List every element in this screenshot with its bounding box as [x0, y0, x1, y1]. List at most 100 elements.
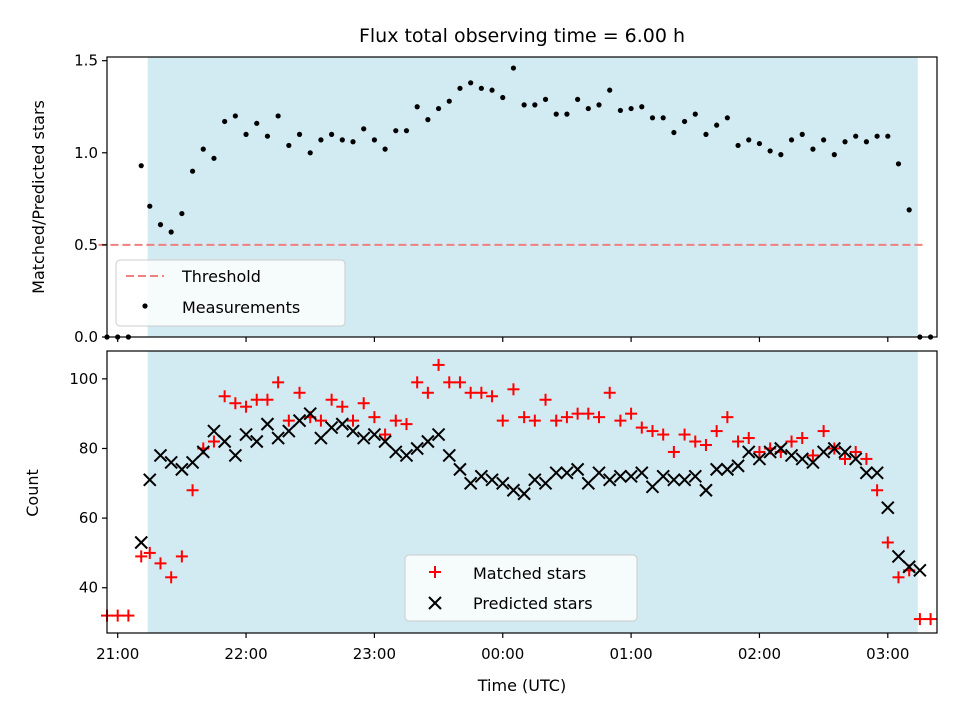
- predicted-star-point: [720, 462, 735, 477]
- matched-star-point: [496, 414, 509, 427]
- measurement-point: [532, 102, 538, 108]
- ratio-y-ticks: 0.0 0.5 1.0 1.5: [74, 52, 107, 346]
- matched-star-point: [507, 383, 520, 396]
- x-tick-label: 03:00: [866, 645, 909, 663]
- predicted-star-point: [153, 448, 168, 463]
- matched-star-point: [122, 609, 135, 622]
- count-y-tick-label: 60: [79, 509, 98, 527]
- measurement-point: [500, 94, 506, 101]
- matched-star-point: [657, 428, 670, 441]
- measurement-point: [425, 117, 431, 123]
- x-tick-label: 00:00: [481, 645, 524, 663]
- predicted-star-point: [613, 469, 628, 484]
- predicted-star-point: [870, 466, 884, 480]
- predicted-star-point: [570, 462, 585, 477]
- predicted-star-point: [346, 424, 360, 438]
- predicted-star-point: [474, 469, 489, 484]
- ratio-y-tick-label: 0.0: [74, 328, 98, 346]
- ratio-panel: 0.0 0.5 1.0 1.5 Matched/Predicted stars Thr…: [29, 52, 938, 346]
- matched-star-point: [689, 435, 702, 448]
- measurement-point: [147, 203, 153, 209]
- predicted-star-point: [442, 448, 456, 463]
- matched-star-point: [635, 421, 648, 434]
- predicted-star-point: [335, 417, 350, 431]
- measurement-point: [468, 80, 474, 86]
- measurement-point: [350, 139, 356, 145]
- measurement-point: [489, 87, 495, 93]
- measurement-point: [393, 128, 399, 134]
- measurement-point: [478, 85, 484, 91]
- predicted-star-point: [517, 487, 531, 501]
- measurement-point: [724, 115, 730, 121]
- predicted-star-point: [656, 469, 670, 484]
- matched-star-point: [539, 393, 552, 406]
- measurement-point: [649, 115, 656, 121]
- predicted-star-point: [217, 434, 232, 449]
- predicted-star-point: [624, 469, 638, 484]
- matched-star-point: [924, 613, 937, 626]
- chart-title: Flux total observing time = 6.00 h: [359, 25, 685, 47]
- ratio-y-tick-label: 1.5: [74, 52, 98, 70]
- measurement-point: [307, 150, 313, 156]
- predicted-star-point: [742, 445, 756, 459]
- predicted-star-point: [389, 445, 403, 459]
- measurement-point: [639, 104, 645, 110]
- measurement-point: [874, 133, 880, 139]
- measurement-point: [189, 168, 196, 174]
- matched-star-point: [421, 386, 434, 399]
- measurement-point: [575, 96, 581, 102]
- measurement-point: [564, 111, 570, 117]
- count-legend-box: [404, 554, 638, 622]
- measurement-point: [243, 131, 249, 137]
- predicted-star-point: [699, 483, 713, 497]
- matched-star-point: [860, 452, 873, 465]
- predicted-star-point: [667, 473, 681, 487]
- matched-star-point: [881, 536, 894, 549]
- measurement-point: [628, 105, 634, 112]
- matched-star-point: [560, 411, 573, 424]
- predicted-star-point: [421, 434, 435, 449]
- measurement-point: [863, 139, 870, 145]
- count-y-axis-title: Count: [23, 469, 42, 517]
- measurement-point: [157, 222, 164, 228]
- matched-star-point: [806, 449, 819, 462]
- predicted-star-point: [250, 434, 264, 449]
- measurement-point: [179, 210, 185, 217]
- ratio-y-tick-label: 0.5: [74, 236, 98, 254]
- matched-star-point: [475, 386, 488, 399]
- predicted-star-point: [635, 466, 649, 480]
- matched-star-point: [732, 435, 745, 448]
- matched-star-point: [432, 358, 445, 371]
- measurement-point: [264, 133, 271, 139]
- matched-star-point: [379, 428, 392, 441]
- predicted-star-point: [453, 462, 467, 477]
- predicted-star-point: [271, 431, 285, 445]
- legend-threshold-label: Threshold: [181, 267, 261, 286]
- measurement-point: [799, 131, 805, 137]
- predicted-star-point: [645, 480, 660, 494]
- measurement-point: [275, 113, 281, 119]
- measurement-point: [906, 207, 912, 213]
- predicted-star-point: [303, 406, 317, 421]
- measurement-point: [138, 163, 144, 169]
- measurement-point: [767, 148, 773, 154]
- x-tick-label: 22:00: [224, 645, 267, 663]
- measurement-point: [371, 137, 377, 143]
- measurement-point: [403, 128, 410, 134]
- predicted-star-point: [431, 427, 446, 442]
- predicted-star-point: [902, 560, 916, 574]
- matched-star-point: [272, 376, 285, 389]
- matched-star-point: [571, 407, 584, 420]
- count-panel: 40 60 80 100 21:00 22:00 23:00 00:00 01:00 02:00…: [23, 350, 938, 695]
- matched-star-point: [625, 407, 638, 420]
- predicted-star-point: [239, 427, 253, 442]
- predicted-star-point: [881, 500, 895, 515]
- count-x-ticks: 21:00 22:00 23:00 00:00 01:00 02:00 03:00: [96, 633, 909, 663]
- measurement-point: [232, 113, 238, 119]
- ratio-legend-box: [115, 259, 346, 327]
- measurement-point: [446, 98, 452, 104]
- measurement-point: [842, 139, 848, 145]
- predicted-star-point: [731, 459, 745, 473]
- predicted-star-point: [838, 445, 852, 459]
